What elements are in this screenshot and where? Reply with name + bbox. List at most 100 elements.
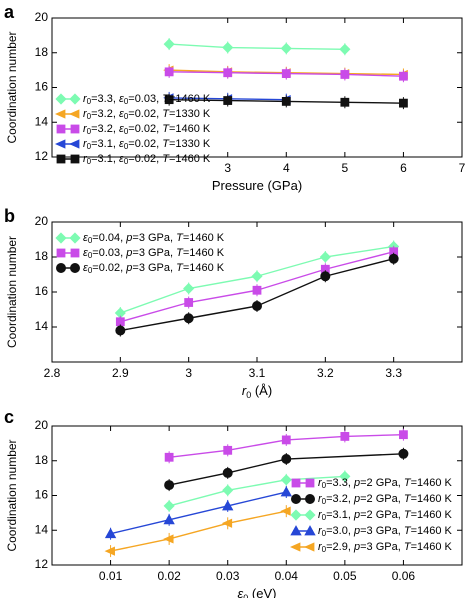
legend-marker	[56, 248, 66, 258]
x-tick-label: 0.05	[333, 569, 357, 583]
x-tick-label: 4	[283, 161, 290, 175]
legend-marker	[56, 154, 66, 164]
series-0	[164, 428, 408, 464]
data-point	[163, 38, 175, 50]
data-point	[320, 271, 331, 282]
legend-marker	[291, 478, 301, 488]
data-point	[222, 500, 234, 511]
y-tick-label: 18	[35, 453, 49, 467]
data-point	[183, 282, 195, 295]
legend-marker	[304, 493, 315, 504]
x-tick-label: 5	[342, 161, 349, 175]
legend-marker	[69, 93, 81, 105]
legend-label: r0=3.2, ε0=0.02, T=1460 K	[83, 123, 211, 136]
data-point	[164, 95, 174, 105]
y-tick-label: 12	[35, 557, 49, 571]
legend-label: r0=3.3, p=2 GPa, T=1460 K	[318, 477, 453, 490]
legend-marker	[55, 232, 67, 244]
data-point	[280, 474, 292, 486]
legend-marker	[305, 478, 315, 488]
series-1	[164, 447, 409, 492]
legend-label: r0=3.1, p=2 GPa, T=1460 K	[318, 509, 453, 522]
data-point	[104, 527, 117, 539]
x-tick-label: 6	[400, 161, 407, 175]
legend-marker	[304, 525, 316, 536]
x-tick-label: 0.02	[157, 569, 181, 583]
y-tick-label: 16	[35, 80, 49, 94]
data-point	[222, 41, 234, 54]
legend-marker	[55, 109, 66, 119]
legend-marker	[290, 493, 301, 504]
plot-frame	[51, 17, 463, 158]
data-point	[280, 42, 292, 54]
legend-marker	[304, 542, 315, 552]
legend-marker	[304, 509, 316, 521]
legend: r0=3.3, ε0=0.03, T=1460 K r0=3.2, ε0=0.02…	[55, 93, 211, 166]
data-point	[223, 68, 233, 78]
data-point	[280, 486, 292, 497]
legend-marker	[290, 509, 302, 521]
legend-label: ε0=0.04, p=3 GPa, T=1460 K	[83, 232, 225, 245]
x-tick-label: 3.3	[385, 366, 402, 380]
y-tick-label: 16	[35, 488, 49, 502]
legend-label: r0=2.9, p=3 GPa, T=1460 K	[318, 541, 453, 554]
data-point	[398, 448, 409, 459]
x-tick-label: 0.06	[392, 569, 416, 583]
legend-marker	[290, 525, 302, 536]
data-point	[222, 484, 234, 496]
data-point	[399, 71, 408, 81]
series-line	[168, 475, 345, 507]
y-tick-label: 20	[35, 10, 49, 24]
legend-marker	[69, 109, 80, 119]
legend-marker	[69, 139, 80, 149]
x-tick-label: 2.9	[112, 366, 129, 380]
data-point	[104, 546, 115, 556]
data-point	[115, 325, 126, 336]
legend-marker	[70, 248, 80, 258]
data-point	[251, 270, 263, 282]
x-tick-label: 0.04	[275, 569, 299, 583]
series-line	[169, 43, 345, 50]
x-tick-label: 3.2	[317, 366, 334, 380]
x-tick-label: 0.01	[99, 569, 123, 583]
panel-c: c 12 14 16 18 20 0.01 0.02 0.03 0.04 0.05 0.06 ε0 (e…	[4, 407, 463, 598]
series-line	[110, 510, 287, 552]
data-point	[281, 69, 291, 78]
x-tick-label: 0.03	[216, 569, 240, 583]
x-axis-title: Pressure (GPa)	[212, 178, 302, 193]
series-3	[104, 486, 292, 540]
legend-marker	[70, 154, 80, 164]
data-point	[339, 470, 351, 482]
data-point	[280, 506, 291, 516]
y-tick-label: 20	[35, 418, 49, 432]
y-axis-title: Coordination number	[5, 31, 19, 143]
data-point	[164, 67, 174, 77]
data-point	[222, 467, 233, 478]
data-point	[399, 98, 408, 108]
data-point	[340, 70, 350, 79]
y-tick-label: 16	[35, 284, 49, 298]
legend-marker	[70, 124, 80, 134]
data-point	[252, 285, 262, 295]
x-tick-label: 3	[185, 366, 192, 380]
y-axis-title: Coordination number	[5, 236, 19, 348]
data-point	[163, 514, 175, 525]
data-point	[164, 452, 174, 462]
legend-label: r0=3.1, ε0=0.02, T=1460 K	[83, 153, 211, 166]
data-point	[319, 251, 331, 263]
x-axis-title: ε0 (eV)	[238, 586, 277, 598]
data-point	[223, 445, 233, 455]
series-line	[110, 491, 287, 535]
panel-a: a 12 14 16 18 20 3 4 5 6 7 Pressure (GPa) Coordinati…	[4, 2, 466, 193]
data-point	[223, 96, 233, 105]
data-point	[251, 300, 262, 311]
data-point	[163, 500, 175, 512]
legend: ε0=0.04, p=3 GPa, T=1460 K ε0=0.03, p=3 G…	[55, 232, 225, 275]
series-2	[163, 470, 351, 512]
data-point	[184, 298, 194, 307]
legend-marker	[56, 124, 66, 134]
panel-label: a	[4, 2, 15, 22]
panel-b: b 14 16 18 20 2.8 2.9 3 3.1 3.2 3.3 r0 (Å) Coordinat…	[4, 206, 463, 400]
series-4	[104, 505, 291, 558]
